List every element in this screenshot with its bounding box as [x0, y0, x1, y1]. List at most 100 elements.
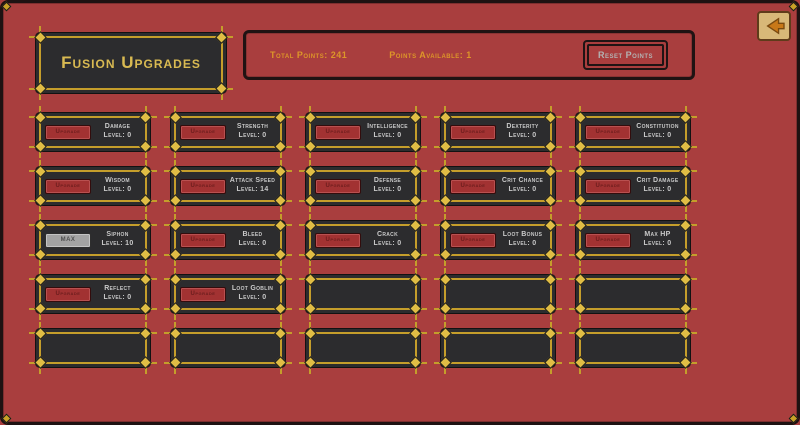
stat-level: Level: 0 — [103, 132, 132, 139]
frame-corner-ornament — [439, 219, 452, 232]
frame-corner-ornament — [169, 248, 182, 261]
stat-name: Intelligence — [367, 123, 408, 131]
frame-corner-ornament — [574, 248, 587, 261]
upgrade-slot-dexterity: Upgrade Dexterity Level: 0 — [434, 106, 562, 158]
frame-corner-ornament — [574, 302, 587, 315]
frame-corner-ornament — [169, 273, 182, 286]
frame-corner-ornament — [139, 273, 152, 286]
frame-corner-ornament — [679, 248, 692, 261]
frame-corner-ornament — [679, 111, 692, 124]
frame-corner-ornament — [679, 219, 692, 232]
upgrade-button[interactable]: Upgrade — [315, 178, 361, 194]
frame-corner-ornament — [679, 302, 692, 315]
frame-corner-ornament — [679, 273, 692, 286]
upgrade-button[interactable]: Upgrade — [450, 232, 496, 248]
back-button[interactable] — [757, 11, 791, 41]
upgrade-slot-max-hp: Upgrade Max HP Level: 0 — [569, 214, 697, 266]
frame-corner-ornament — [409, 165, 422, 178]
reset-points-button[interactable]: Reset Points — [582, 40, 668, 70]
frame-corner-ornament — [139, 194, 152, 207]
frame-corner-ornament — [304, 111, 317, 124]
frame-corner-ornament — [274, 140, 287, 153]
upgrade-button[interactable]: Upgrade — [180, 286, 226, 302]
upgrade-button[interactable]: Upgrade — [315, 232, 361, 248]
upgrade-button[interactable]: Upgrade — [585, 232, 631, 248]
upgrade-slot-strength: Upgrade Strength Level: 0 — [164, 106, 292, 158]
stat-name: Crit Chance — [501, 177, 544, 185]
upgrade-button[interactable]: Upgrade — [585, 178, 631, 194]
upgrade-slot-bleed: Upgrade Bleed Level: 0 — [164, 214, 292, 266]
frame-corner-ornament — [409, 248, 422, 261]
frame-corner-ornament — [544, 356, 557, 369]
frame-corner-ornament — [439, 273, 452, 286]
upgrade-label: Siphon Level: 10 — [91, 231, 144, 249]
title-panel: Fusion Upgrades — [29, 26, 233, 100]
frame-corner-ornament — [409, 356, 422, 369]
frame-corner-ornament — [574, 111, 587, 124]
upgrade-button[interactable]: Upgrade — [180, 232, 226, 248]
upgrade-button[interactable]: Upgrade — [45, 178, 91, 194]
upgrade-slot-damage: Upgrade Damage Level: 0 — [29, 106, 157, 158]
upgrade-slot-defense: Upgrade Defense Level: 0 — [299, 160, 427, 212]
upgrade-button[interactable]: Upgrade — [315, 124, 361, 140]
frame-corner-ornament — [169, 165, 182, 178]
frame-corner-ornament — [409, 302, 422, 315]
upgrade-label: Reflect Level: 0 — [91, 285, 144, 303]
frame-corner-ornament — [679, 356, 692, 369]
upgrade-button[interactable]: Upgrade — [180, 124, 226, 140]
stat-level: Level: 0 — [643, 132, 672, 139]
empty-slot — [569, 322, 697, 374]
frame-corner-ornament — [439, 140, 452, 153]
upgrade-label: Loot Goblin Level: 0 — [226, 285, 279, 303]
frame-corner-ornament — [304, 302, 317, 315]
total-points-label: Total Points: 241 — [270, 50, 348, 60]
frame-corner-ornament — [215, 82, 228, 95]
upgrade-label: Crit Damage Level: 0 — [631, 177, 684, 195]
frame-corner-ornament — [544, 140, 557, 153]
frame-corner-ornament — [574, 356, 587, 369]
frame-corner-ornament — [274, 273, 287, 286]
upgrade-button[interactable]: Upgrade — [585, 124, 631, 140]
frame-corner-ornament — [409, 194, 422, 207]
frame-corner-ornament — [679, 194, 692, 207]
stat-name: Dexterity — [506, 123, 539, 131]
frame-corner-ornament — [544, 248, 557, 261]
upgrade-label: Attack Speed Level: 14 — [226, 177, 279, 195]
stat-name: Damage — [104, 123, 131, 131]
stat-name: Loot Bonus — [502, 231, 543, 239]
frame-corner-ornament — [169, 327, 182, 340]
upgrade-label: Wisdom Level: 0 — [91, 177, 144, 195]
frame-corner-ornament — [169, 140, 182, 153]
stat-name: Attack Speed — [229, 177, 276, 185]
upgrade-button[interactable]: Upgrade — [45, 286, 91, 302]
frame-corner-ornament — [439, 302, 452, 315]
upgrade-button[interactable]: Upgrade — [45, 124, 91, 140]
stat-name: Defense — [373, 177, 402, 185]
stat-level: Level: 0 — [508, 132, 537, 139]
frame-corner-ornament — [679, 140, 692, 153]
frame-corner-ornament — [139, 219, 152, 232]
upgrade-label: Crit Chance Level: 0 — [496, 177, 549, 195]
frame-corner-ornament — [409, 140, 422, 153]
upgrade-button[interactable]: Upgrade — [450, 124, 496, 140]
upgrade-button[interactable]: Upgrade — [180, 178, 226, 194]
frame-corner-ornament — [34, 302, 47, 315]
frame-corner-ornament — [544, 219, 557, 232]
upgrade-column-2: Upgrade Strength Level: 0 Upgrade Attack… — [164, 106, 292, 374]
upgrade-button[interactable]: Upgrade — [450, 178, 496, 194]
frame-corner-ornament — [139, 248, 152, 261]
upgrade-label: Dexterity Level: 0 — [496, 123, 549, 141]
frame-corner-ornament — [574, 194, 587, 207]
upgrade-column-5: Upgrade Constitution Level: 0 Upgrade Cr… — [569, 106, 697, 374]
stat-level: Level: 0 — [238, 132, 267, 139]
frame-corner-ornament — [34, 327, 47, 340]
stat-name: Crack — [377, 231, 398, 239]
max-button[interactable]: MAX — [45, 232, 91, 248]
corner-ornament — [1, 1, 12, 12]
frame-corner-ornament — [439, 194, 452, 207]
upgrade-label: Max HP Level: 0 — [631, 231, 684, 249]
frame-corner-ornament — [439, 356, 452, 369]
frame-corner-ornament — [34, 219, 47, 232]
frame-corner-ornament — [169, 219, 182, 232]
frame-corner-ornament — [544, 302, 557, 315]
